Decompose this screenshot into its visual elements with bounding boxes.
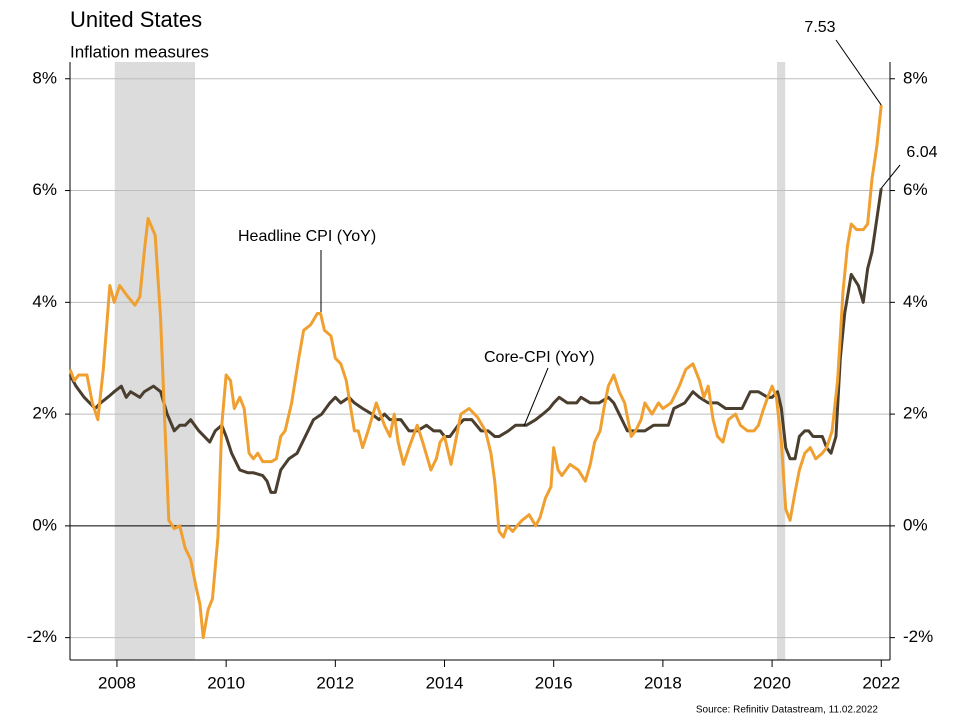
x-tick-label: 2014 — [426, 673, 464, 692]
series-label: Core-CPI (YoY) — [484, 349, 595, 366]
series-line — [68, 188, 883, 494]
y-tick-label: 6% — [32, 180, 57, 199]
y-tick-label: 0% — [32, 515, 57, 534]
recession-shade — [114, 62, 196, 660]
y2-tick-label: -2% — [903, 627, 933, 646]
end-value-label: 6.04 — [906, 144, 937, 161]
y2-tick-label: 0% — [903, 515, 928, 534]
series-line — [68, 104, 883, 640]
leader-line — [880, 164, 901, 189]
end-value-label: 7.53 — [804, 19, 835, 36]
chart-title: United States — [70, 7, 202, 32]
y-tick-label: 2% — [32, 404, 57, 423]
y2-tick-label: 2% — [903, 404, 928, 423]
y-tick-label: 4% — [32, 292, 57, 311]
grid-layer — [65, 62, 895, 667]
x-tick-label: 2008 — [98, 673, 136, 692]
labels-layer: -2% -2% 0% 0% 2% 2% 4% 4% 6% 6% 8% 8% 2008 2010 2012 20… — [27, 19, 938, 692]
x-tick-label: 2022 — [862, 673, 900, 692]
x-tick-label: 2010 — [207, 673, 245, 692]
x-tick-label: 2020 — [753, 673, 791, 692]
recession-shade — [776, 62, 786, 660]
x-tick-label: 2018 — [644, 673, 682, 692]
x-tick-label: 2012 — [316, 673, 354, 692]
leader-line — [835, 39, 882, 106]
x-tick-label: 2016 — [535, 673, 573, 692]
shading-layer — [114, 62, 786, 660]
chart-subtitle: Inflation measures — [70, 42, 209, 61]
y2-tick-label: 8% — [903, 68, 928, 87]
y-tick-label: 8% — [32, 68, 57, 87]
y-tick-label: -2% — [27, 627, 57, 646]
source-note: Source: Refinitiv Datastream, 11.02.2022 — [696, 705, 879, 716]
leader-line — [523, 367, 549, 427]
lines-layer — [68, 104, 883, 640]
y2-tick-label: 6% — [903, 180, 928, 199]
series-label: Headline CPI (YoY) — [238, 228, 376, 245]
y2-tick-label: 4% — [903, 292, 928, 311]
